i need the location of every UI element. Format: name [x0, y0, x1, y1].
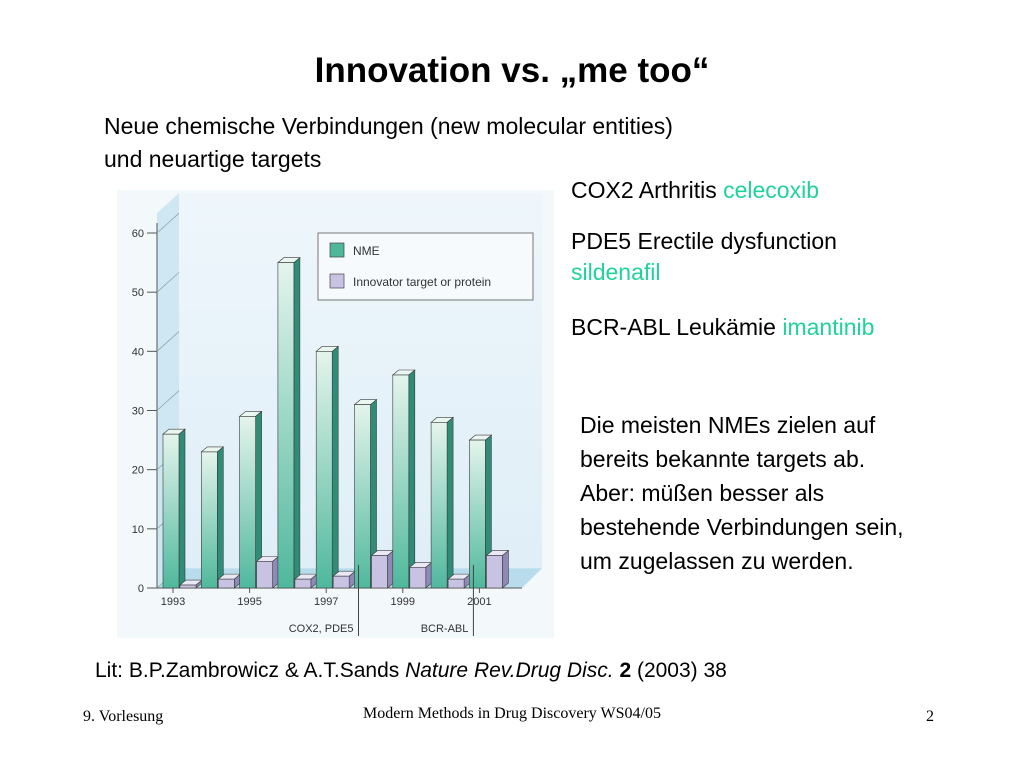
innovator-bar-side [502, 549, 509, 589]
innovator-bar-front [447, 578, 465, 589]
summary-line: bereits bekannte targets ab. [580, 446, 866, 472]
innovator-bar [485, 549, 510, 589]
nme-bar-side [217, 446, 224, 589]
innovator-bar-front [179, 584, 197, 589]
innovator-bar-front [486, 555, 503, 589]
drug-indication: Leukämie [676, 314, 776, 340]
drug-item-pde5: PDE5 Erectile dysfunction sildenafil [571, 226, 837, 288]
slide-title: Innovation vs. „me too“ [314, 51, 710, 90]
innovator-bar-front [294, 578, 312, 589]
drug-indication: Arthritis [638, 177, 717, 203]
drug-target: BCR-ABL [571, 314, 670, 340]
y-tick-diag [156, 331, 180, 352]
nme-bar [238, 410, 263, 589]
y-tick-label: 10 [132, 524, 144, 536]
innovator-bar [332, 570, 357, 589]
innovator-bar-front [371, 555, 388, 589]
innovator-bar [294, 573, 318, 589]
citation: Lit: B.P.Zambrowicz & A.T.Sands Nature R… [95, 656, 727, 686]
citation-authors: Lit: B.P.Zambrowicz & A.T.Sands [95, 659, 406, 682]
innovator-bar-front [332, 575, 350, 589]
x-tick-label: 1999 [391, 596, 415, 608]
innovator-bar [217, 573, 242, 589]
nme-bar [353, 398, 378, 589]
nme-bar-front [162, 433, 180, 589]
y-tick-label: 20 [132, 465, 144, 477]
drug-name: imantinib [782, 314, 875, 340]
innovator-bar-front [409, 566, 427, 589]
legend: NME Innovator target or protein [317, 232, 534, 301]
y-tick-label: 50 [132, 287, 144, 299]
drug-target: COX2 [571, 177, 634, 203]
nme-bar [277, 256, 301, 589]
annotation-label: COX2, PDE5 [289, 623, 354, 635]
nme-bar-side [446, 416, 454, 589]
nme-bar [162, 428, 186, 589]
nme-bar-side [408, 369, 416, 589]
y-tick-diag [156, 390, 180, 411]
x-tick-label: 1997 [314, 596, 338, 608]
y-tick-diag [156, 212, 180, 234]
citation-year-page: (2003) 38 [631, 659, 727, 682]
bar-chart: 0 10 20 30 40 50 60 1993 1995 1997 1999 2001 COX2, P… [117, 190, 554, 638]
summary-line: Aber: müßen besser als [580, 480, 825, 506]
nme-bar [200, 446, 225, 589]
y-tick-label: 0 [138, 583, 144, 595]
summary-line: Die meisten NMEs zielen auf [580, 412, 876, 438]
innovator-bar [447, 573, 471, 589]
nme-bar [430, 416, 454, 589]
citation-journal: Nature Rev.Drug Disc. [405, 659, 614, 682]
footer-page-number: 2 [926, 708, 934, 725]
y-tick-diag [156, 272, 180, 293]
drug-name: celecoxib [723, 177, 819, 203]
annotation-label: BCR-ABL [421, 623, 469, 635]
subtitle-line-2: und neuartige targets [104, 146, 322, 172]
footer-course: Modern Methods in Drug Discovery WS04/05 [363, 705, 661, 722]
subtitle-line-1: Neue chemische Verbindungen (new molecul… [104, 113, 673, 139]
drug-name: sildenafil [571, 259, 661, 285]
x-tick-label: 1993 [161, 596, 185, 608]
nme-bar-side [178, 428, 186, 589]
nme-bar-front [430, 422, 448, 589]
nme-bar-front [239, 416, 256, 589]
footer-lecture: 9. Vorlesung [83, 708, 164, 725]
summary-text: Die meisten NMEs zielen auf bereits beka… [580, 408, 904, 578]
innovator-bar-front [256, 561, 273, 589]
legend-swatch [329, 242, 345, 258]
subtitle: Neue chemische Verbindungen (new molecul… [104, 110, 673, 176]
drug-target: PDE5 [571, 228, 632, 254]
nme-bar [315, 345, 340, 589]
nme-bar-front [392, 374, 410, 589]
legend-box [317, 232, 534, 301]
legend-entry: Innovator target or protein [353, 275, 491, 289]
innovator-bar [179, 579, 203, 589]
y-tick-label: 60 [132, 228, 144, 240]
drug-indication: Erectile dysfunction [637, 228, 837, 254]
drug-item-cox2: COX2 Arthritis celecoxib [571, 175, 819, 206]
y-tick-label: 30 [132, 406, 144, 418]
innovator-bar [255, 555, 280, 589]
nme-bar-front [469, 439, 486, 589]
drug-item-bcr-abl: BCR-ABL Leukämie imantinib [571, 312, 874, 343]
nme-bar [391, 369, 416, 589]
x-tick-label: 1995 [237, 596, 261, 608]
legend-entry: NME [353, 244, 380, 258]
legend-swatch [329, 273, 345, 289]
citation-volume: 2 [619, 659, 632, 682]
nme-bar-side [293, 256, 301, 589]
nme-bar-front [354, 404, 371, 589]
innovator-bar-front [218, 578, 235, 589]
nme-bar-front [201, 451, 218, 589]
x-tick-label: 2001 [467, 596, 491, 608]
y-tick-label: 40 [132, 346, 144, 358]
chart-svg: 0 10 20 30 40 50 60 1993 1995 1997 1999 2001 COX2, P… [117, 190, 554, 638]
nme-bar-side [331, 345, 339, 589]
summary-line: bestehende Verbindungen sein, [580, 514, 904, 540]
nme-bar-front [315, 351, 333, 589]
innovator-bar [370, 549, 395, 589]
innovator-bar [408, 561, 433, 589]
summary-line: um zugelassen zu werden. [580, 548, 854, 574]
nme-bar-front [277, 262, 295, 589]
